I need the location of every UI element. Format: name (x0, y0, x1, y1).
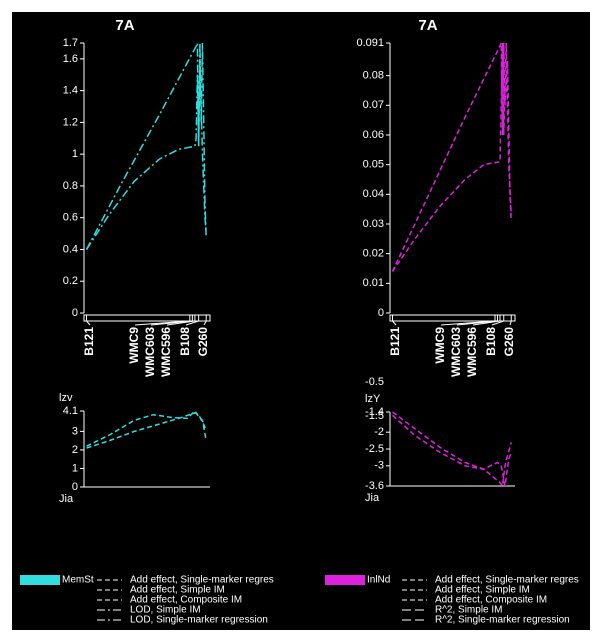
panel-title: 7A (418, 17, 437, 34)
chromosome-bar (83, 314, 211, 322)
marker-connector (166, 320, 195, 326)
y-tick-label: -2.5 (365, 443, 384, 455)
legend-label: Add effect, Single-marker regres (435, 575, 579, 586)
marker-label: G260 (196, 327, 210, 357)
legend-swatch (20, 575, 60, 585)
marker-connector (472, 320, 501, 326)
marker-label: G260 (502, 327, 516, 357)
y-tick-label: 1 (72, 148, 78, 160)
data-line (86, 412, 207, 449)
marker-label: WMC603 (449, 327, 463, 377)
marker-label: B108 (178, 327, 192, 356)
marker-label: WMC603 (143, 327, 157, 377)
marker-connector (203, 320, 207, 326)
legend-swatch (325, 575, 365, 585)
data-line (391, 414, 512, 487)
marker-label: WMC596 (159, 327, 173, 377)
y-tick-label: 0.2 (63, 275, 78, 287)
data-line (85, 42, 207, 250)
y-tick-label: -3.6 (365, 480, 384, 492)
y-tick-label: 0.8 (63, 180, 78, 192)
data-line (391, 42, 512, 272)
y-tick-label: 0.08 (363, 70, 384, 82)
legend-trait: MemSt (62, 575, 94, 586)
legend-label: LOD, Single-marker regression (130, 615, 268, 626)
chromosome-bar (389, 314, 516, 322)
data-line (85, 58, 207, 250)
legend-label: Add effect, Composite IM (435, 595, 547, 606)
marker-label: B121 (388, 327, 402, 356)
y-tick-label: -0.5 (365, 376, 384, 388)
y-tick-label: 1.6 (63, 53, 78, 65)
y-tick-label: 1.4 (63, 85, 78, 97)
legend-label: LOD, Simple IM (130, 605, 201, 616)
y-tick-label: 0 (378, 307, 384, 319)
y-tick-label: 0.03 (363, 218, 384, 230)
marker-connector (491, 320, 504, 326)
y-tick-label: 0.6 (63, 212, 78, 224)
y-tick-label: 0.4 (63, 243, 78, 255)
marker-label: B108 (484, 327, 498, 356)
legend-label: Add effect, Simple IM (435, 585, 530, 596)
data-line (392, 411, 512, 488)
y-tick-label: -1.5 (365, 410, 384, 422)
legend-label: R^2, Simple IM (435, 605, 503, 616)
y-tick-label: 1 (72, 462, 78, 474)
marker-connector (392, 320, 397, 326)
y-tick-label: 0.02 (363, 248, 384, 260)
marker-connector (185, 320, 199, 326)
y-tick-label: 0.091 (356, 37, 384, 49)
y-tick-label: -3 (374, 460, 384, 472)
marker-connector (509, 320, 512, 326)
y-tick-label: -2 (374, 426, 384, 438)
marker-label: WMC9 (433, 327, 447, 364)
x-axis-label: Jia (365, 492, 380, 504)
panel-title: 7A (115, 17, 134, 34)
marker-label: WMC9 (127, 327, 141, 364)
legend-label: Add effect, Single-marker regres (130, 575, 274, 586)
marker-label: WMC596 (465, 327, 479, 377)
marker-connector (150, 320, 193, 326)
y-tick-label: 0 (72, 481, 78, 493)
marker-connector (86, 320, 91, 326)
legend-label: Add effect, Simple IM (130, 585, 225, 596)
y-tick-label: 1.2 (63, 116, 78, 128)
legend-label: R^2, Single-marker regression (435, 615, 570, 626)
y-tick-label: 0.07 (363, 99, 384, 111)
y-axis-label: lzY (365, 393, 381, 405)
marker-connector (456, 320, 498, 326)
y-tick-label: 0.04 (363, 188, 384, 200)
y-tick-label: 0.06 (363, 129, 384, 141)
legend-label: Add effect, Composite IM (130, 595, 242, 606)
data-line (391, 42, 512, 272)
y-tick-label: 1.7 (63, 37, 78, 49)
y-tick-label: 4.1 (63, 405, 78, 417)
y-tick-label: 3 (72, 425, 78, 437)
legend-trait: InlNd (367, 575, 390, 586)
y-tick-label: 0.05 (363, 159, 384, 171)
x-axis-label: Jia (59, 493, 74, 505)
marker-label: B121 (82, 327, 96, 356)
y-axis-label: lzv (59, 392, 73, 404)
y-tick-label: 0.01 (363, 277, 384, 289)
y-tick-label: 2 (72, 444, 78, 456)
y-tick-label: -1.4 (365, 406, 384, 418)
y-tick-label: 0 (72, 307, 78, 319)
